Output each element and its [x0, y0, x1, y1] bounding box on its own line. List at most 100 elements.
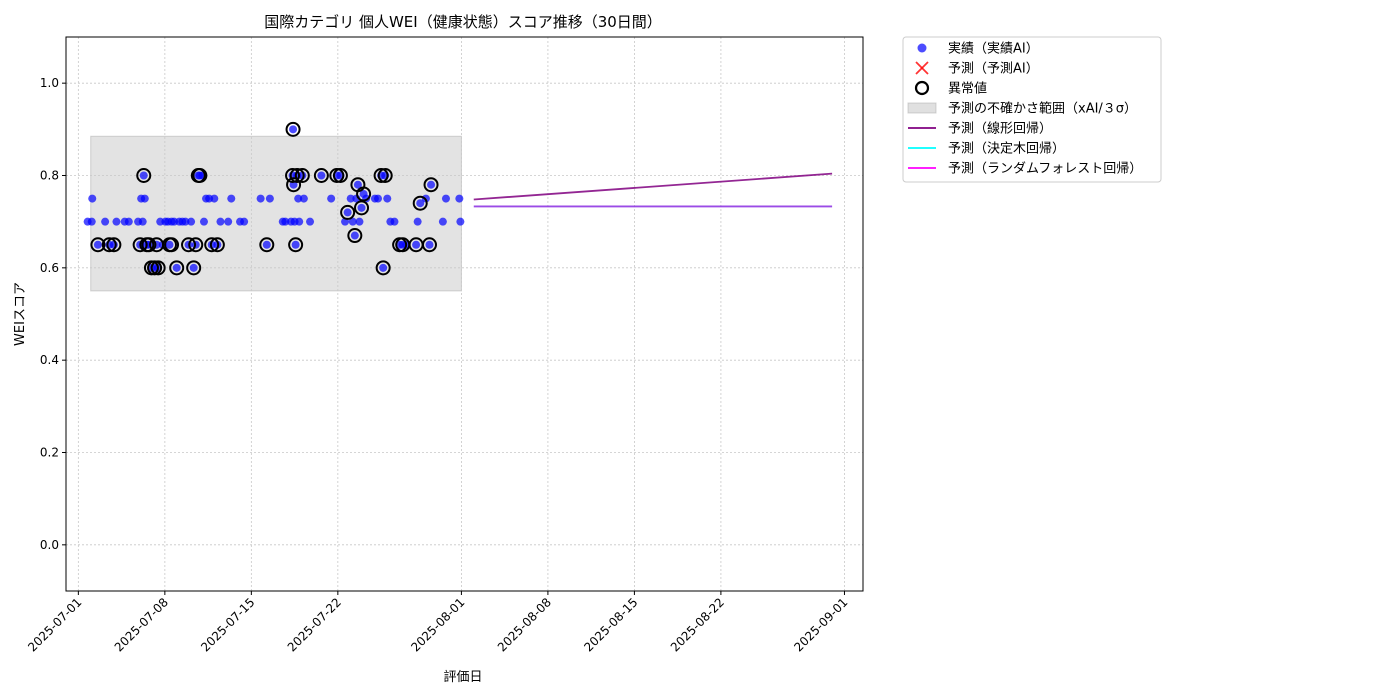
- x-tick-label: 2025-07-08: [112, 595, 171, 654]
- actual-point: [224, 217, 233, 226]
- anomaly-ring: [169, 260, 185, 276]
- actual-point: [343, 208, 352, 217]
- anomaly-ring: [209, 237, 225, 253]
- actual-point: [374, 194, 383, 203]
- actual-point: [216, 217, 225, 226]
- plot-frame: [65, 36, 864, 592]
- x-tick-label: 2025-09-01: [791, 595, 850, 654]
- anomaly-ring: [181, 237, 197, 253]
- legend-label: 予測（線形回帰）: [948, 121, 1052, 137]
- legend-entry-anomaly: 異常値: [914, 81, 987, 97]
- legend-label: 予測の不確かさ範囲（xAI/３σ）: [948, 101, 1137, 117]
- y-tick-label: 1.0: [40, 76, 59, 90]
- legend-entry-linear: 予測（線形回帰）: [908, 121, 1052, 137]
- anomaly-ring: [313, 168, 329, 183]
- y-tick-label: 0.0: [40, 538, 59, 552]
- anomaly-ring: [356, 186, 372, 202]
- x-tick-label: 2025-08-08: [495, 595, 554, 654]
- actual-point: [390, 217, 399, 226]
- x-tick-label: 2025-08-15: [581, 595, 640, 654]
- anomaly-ring: [192, 168, 208, 183]
- actual-point: [438, 217, 447, 226]
- anomaly-ring: [136, 168, 152, 183]
- anomaly-ring: [150, 260, 166, 276]
- anomaly-ring: [332, 168, 348, 183]
- anomaly-ring: [101, 237, 117, 253]
- actual-point: [353, 180, 362, 189]
- actual-point: [299, 194, 308, 203]
- actual-point: [281, 217, 290, 226]
- anomaly-ring: [373, 168, 389, 183]
- actual-point: [240, 217, 249, 226]
- anomaly-ring: [186, 260, 202, 276]
- actual-point: [139, 171, 148, 180]
- x-tick-label: 2025-07-01: [25, 595, 84, 654]
- y-axis-label: WEIスコア: [13, 282, 28, 346]
- actual-point: [138, 217, 147, 226]
- actual-point: [187, 217, 196, 226]
- legend-marker-patch: [907, 102, 937, 114]
- anomaly-ring: [377, 168, 393, 183]
- y-tick-label: 0.2: [40, 446, 59, 460]
- legend-frame: [902, 36, 1162, 183]
- anomaly-ring: [289, 168, 305, 183]
- anomaly-ring: [294, 168, 310, 183]
- legend-entry-forecast: 予測（予測AI）: [915, 61, 1039, 77]
- actual-point: [199, 217, 208, 226]
- actual-point: [291, 240, 300, 249]
- anomaly-ring: [423, 177, 439, 193]
- legend-entry-band: 予測の不確かさ範囲（xAI/３σ）: [907, 101, 1137, 117]
- actual-point: [112, 217, 121, 226]
- forecast-line-linear: [473, 172, 833, 201]
- actual-point: [346, 194, 355, 203]
- actual-point: [140, 194, 149, 203]
- actual-point: [327, 194, 336, 203]
- legend-entry-forest: 予測（ランダムフォレスト回帰）: [908, 161, 1142, 177]
- actual-point: [262, 240, 271, 249]
- legend-entry-actual: 実績（実績AI）: [917, 41, 1039, 57]
- anomaly-ring: [286, 177, 302, 193]
- actual-point: [189, 263, 198, 272]
- anomaly-ring: [285, 121, 301, 137]
- actual-point: [383, 194, 392, 203]
- actual-point: [379, 263, 388, 272]
- chart-title: 国際カテゴリ 個人WEI（健康状態）スコア推移（30日間）: [264, 13, 662, 31]
- anomaly-ring: [141, 237, 157, 253]
- actual-point: [256, 194, 265, 203]
- anomaly-ring: [375, 260, 391, 276]
- x-tick-label: 2025-07-22: [285, 595, 344, 654]
- actual-point: [87, 217, 96, 226]
- anomaly-ring: [259, 237, 275, 253]
- actual-point: [357, 203, 366, 212]
- actual-point: [294, 194, 303, 203]
- actual-point: [88, 194, 97, 203]
- forecast-lines-layer: [473, 172, 833, 208]
- legend-label: 予測（決定木回帰）: [948, 141, 1065, 157]
- actual-point: [306, 217, 315, 226]
- anomaly-ring: [354, 200, 370, 216]
- grid-layer: [66, 37, 863, 591]
- anomaly-ring: [421, 237, 437, 253]
- anomaly-ring: [106, 237, 122, 253]
- legend-label: 予測（ランダムフォレスト回帰）: [948, 161, 1142, 177]
- actual-point: [348, 217, 357, 226]
- actual-point: [172, 263, 181, 272]
- actual-point: [425, 240, 434, 249]
- x-axis-label: 評価日: [443, 670, 482, 685]
- actual-point: [227, 194, 236, 203]
- actual-point: [455, 194, 464, 203]
- y-tick-label: 0.4: [40, 353, 59, 367]
- actual-point: [441, 194, 450, 203]
- actual-point: [124, 217, 133, 226]
- actual-point: [165, 240, 174, 249]
- legend-label: 予測（予測AI）: [948, 62, 1039, 77]
- y-tick-label: 0.8: [40, 169, 59, 183]
- anomaly-ring: [347, 228, 363, 244]
- x-tick-label: 2025-08-22: [668, 595, 727, 654]
- actual-point: [93, 240, 102, 249]
- x-tick-label: 2025-07-15: [198, 595, 257, 654]
- anomaly-ring: [90, 237, 106, 253]
- anomaly-ring: [340, 204, 356, 220]
- actual-point: [101, 217, 110, 226]
